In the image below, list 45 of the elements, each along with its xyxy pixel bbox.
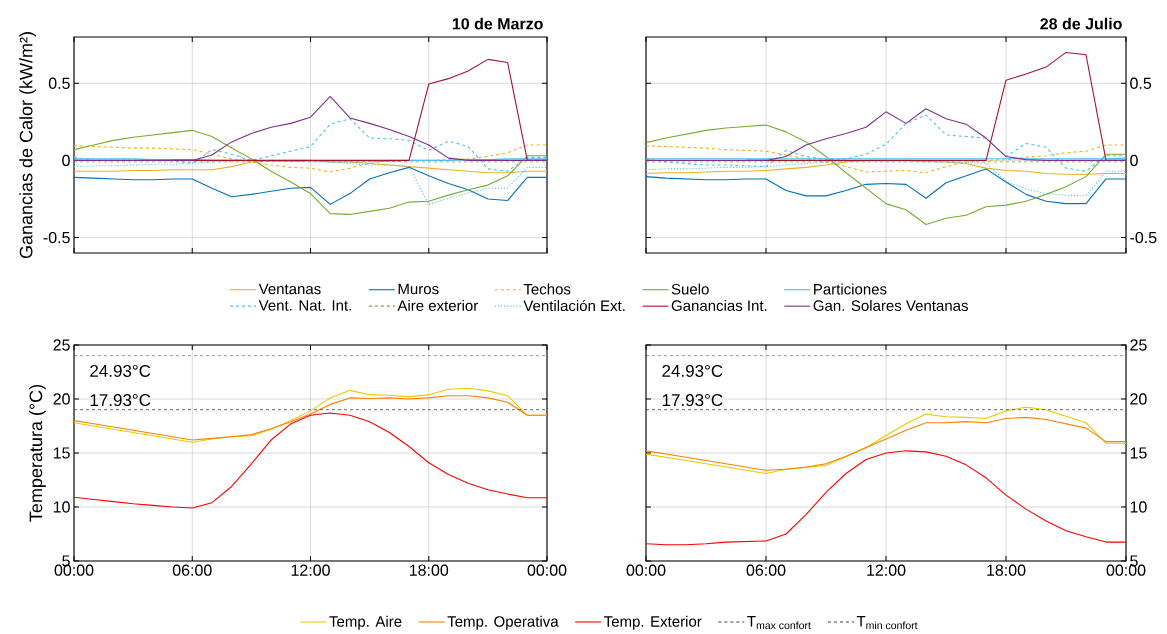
y-axis-title: Temperatura (°C) xyxy=(29,385,46,522)
y-tick-label: 0 xyxy=(62,154,70,167)
legend-label: Aire exterior xyxy=(397,299,478,311)
legend-label: Muros xyxy=(398,283,439,295)
legend-label: Suelo xyxy=(671,283,709,295)
annotation: 17.93°C xyxy=(90,394,151,407)
chart-title: 10 de Marzo xyxy=(452,17,543,30)
legend-label: $\text{T}_{\text{max confort}}$ xyxy=(747,616,811,630)
y-axis-title: Ganancias de Calor (kW/m²) xyxy=(19,32,37,259)
annotation: 17.93°C xyxy=(662,394,723,407)
annotation: 24.93°C xyxy=(90,364,151,377)
legend-label: Techos xyxy=(523,283,571,295)
y-tick-label: 15 xyxy=(1130,447,1147,459)
y-tick-label: 15 xyxy=(53,447,70,459)
x-tick-label: 06:00 xyxy=(746,564,786,576)
legend-label: Ganancias Int. xyxy=(671,299,767,311)
annotation: 24.93°C xyxy=(662,364,723,377)
y-tick-label: 0.5 xyxy=(1130,77,1152,89)
legend-label: Gan. Solares Ventanas xyxy=(813,299,968,311)
legend-label: Temp. Exterior xyxy=(604,615,702,630)
legend-label: Particiones xyxy=(814,283,887,295)
y-tick-label: 20 xyxy=(53,393,70,405)
y-tick-label: 0 xyxy=(1130,154,1138,167)
chart-title: 28 de Julio xyxy=(1040,17,1122,30)
x-tick-label: 06:00 xyxy=(172,564,212,576)
legend-label: Ventilación Ext. xyxy=(523,299,625,312)
y-tick-label: 10 xyxy=(1130,501,1147,513)
y-tick-label: -0.5 xyxy=(1130,231,1157,244)
legend-label: Ventanas xyxy=(258,283,321,295)
y-tick-label: 25 xyxy=(1130,339,1147,351)
x-tick-label: 00:00 xyxy=(527,564,567,576)
x-tick-label: 18:00 xyxy=(409,564,449,576)
x-tick-label: 00:00 xyxy=(626,564,666,576)
y-tick-label: 20 xyxy=(1130,393,1147,405)
legend-label: $\text{T}_{\text{min confort}}$ xyxy=(856,616,918,630)
y-tick-label: 0.5 xyxy=(48,77,70,89)
legend-label: Vent. Nat. Int. xyxy=(258,300,351,311)
x-tick-label: 12:00 xyxy=(867,564,906,576)
x-tick-label: 12:00 xyxy=(291,564,330,576)
y-tick-label: -0.5 xyxy=(43,231,70,244)
legend-label: Temp. Aire xyxy=(329,615,402,630)
legend-label: Temp. Operativa xyxy=(447,615,559,630)
x-tick-label: 18:00 xyxy=(987,564,1026,576)
y-tick-label: 10 xyxy=(53,501,70,513)
y-tick-label: 25 xyxy=(53,339,70,351)
